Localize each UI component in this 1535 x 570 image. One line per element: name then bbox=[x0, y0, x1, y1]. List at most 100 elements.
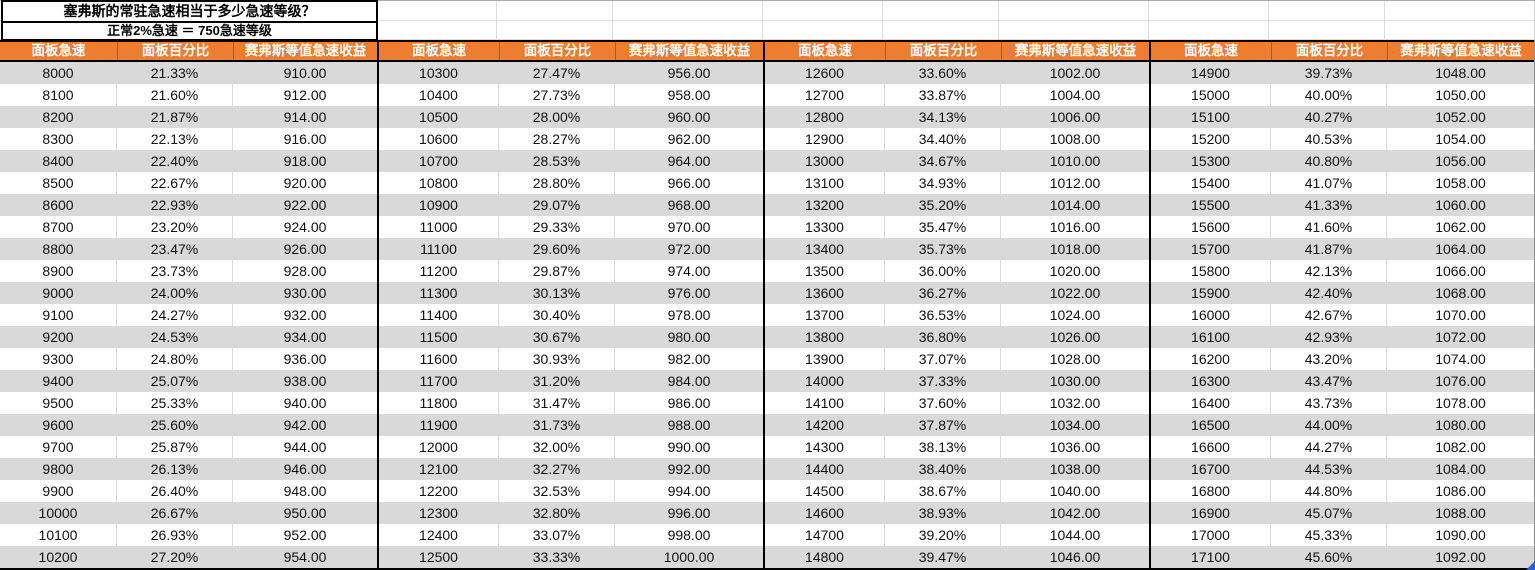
cell-panel-haste[interactable]: 16600 bbox=[1151, 436, 1271, 458]
cell-panel-percent[interactable]: 28.27% bbox=[499, 128, 615, 150]
sheet-cell[interactable] bbox=[377, 21, 497, 40]
cell-panel-percent[interactable]: 33.07% bbox=[499, 524, 615, 546]
cell-panel-percent[interactable]: 42.13% bbox=[1271, 260, 1387, 282]
cell-equivalent-gain[interactable]: 980.00 bbox=[615, 326, 763, 348]
cell-panel-haste[interactable]: 11200 bbox=[379, 260, 499, 282]
cell-panel-percent[interactable]: 39.20% bbox=[885, 524, 1001, 546]
cell-panel-percent[interactable]: 31.47% bbox=[499, 392, 615, 414]
cell-equivalent-gain[interactable]: 1034.00 bbox=[1001, 414, 1149, 436]
cell-panel-percent[interactable]: 23.73% bbox=[117, 260, 233, 282]
cell-panel-haste[interactable]: 10200 bbox=[0, 546, 117, 568]
cell-panel-percent[interactable]: 23.20% bbox=[117, 216, 233, 238]
cell-panel-percent[interactable]: 24.00% bbox=[117, 282, 233, 304]
cell-panel-haste[interactable]: 17000 bbox=[1151, 524, 1271, 546]
cell-equivalent-gain[interactable]: 1012.00 bbox=[1001, 172, 1149, 194]
cell-panel-haste[interactable]: 9700 bbox=[0, 436, 117, 458]
cell-equivalent-gain[interactable]: 1010.00 bbox=[1001, 150, 1149, 172]
cell-equivalent-gain[interactable]: 1030.00 bbox=[1001, 370, 1149, 392]
cell-panel-percent[interactable]: 45.60% bbox=[1271, 546, 1387, 568]
cell-equivalent-gain[interactable]: 936.00 bbox=[233, 348, 377, 370]
cell-panel-haste[interactable]: 15600 bbox=[1151, 216, 1271, 238]
cell-panel-percent[interactable]: 41.07% bbox=[1271, 172, 1387, 194]
cell-equivalent-gain[interactable]: 1046.00 bbox=[1001, 546, 1149, 568]
cell-panel-haste[interactable]: 13100 bbox=[765, 172, 885, 194]
cell-equivalent-gain[interactable]: 930.00 bbox=[233, 282, 377, 304]
cell-panel-haste[interactable]: 11000 bbox=[379, 216, 499, 238]
cell-panel-haste[interactable]: 15900 bbox=[1151, 282, 1271, 304]
cell-equivalent-gain[interactable]: 938.00 bbox=[233, 370, 377, 392]
cell-equivalent-gain[interactable]: 1068.00 bbox=[1387, 282, 1534, 304]
cell-equivalent-gain[interactable]: 1036.00 bbox=[1001, 436, 1149, 458]
cell-panel-haste[interactable]: 9400 bbox=[0, 370, 117, 392]
cell-equivalent-gain[interactable]: 1014.00 bbox=[1001, 194, 1149, 216]
cell-panel-percent[interactable]: 39.73% bbox=[1271, 62, 1387, 84]
cell-panel-percent[interactable]: 35.47% bbox=[885, 216, 1001, 238]
cell-equivalent-gain[interactable]: 916.00 bbox=[233, 128, 377, 150]
cell-panel-percent[interactable]: 24.53% bbox=[117, 326, 233, 348]
cell-panel-percent[interactable]: 45.33% bbox=[1271, 524, 1387, 546]
cell-panel-percent[interactable]: 44.53% bbox=[1271, 458, 1387, 480]
cell-panel-percent[interactable]: 45.07% bbox=[1271, 502, 1387, 524]
cell-panel-haste[interactable]: 15000 bbox=[1151, 84, 1271, 106]
cell-panel-percent[interactable]: 40.53% bbox=[1271, 128, 1387, 150]
cell-panel-percent[interactable]: 38.13% bbox=[885, 436, 1001, 458]
cell-panel-haste[interactable]: 13000 bbox=[765, 150, 885, 172]
sheet-cell[interactable] bbox=[377, 1, 497, 21]
cell-panel-percent[interactable]: 34.40% bbox=[885, 128, 1001, 150]
cell-panel-percent[interactable]: 21.60% bbox=[117, 84, 233, 106]
cell-panel-percent[interactable]: 44.27% bbox=[1271, 436, 1387, 458]
cell-equivalent-gain[interactable]: 996.00 bbox=[615, 502, 763, 524]
cell-panel-percent[interactable]: 25.60% bbox=[117, 414, 233, 436]
cell-panel-haste[interactable]: 10900 bbox=[379, 194, 499, 216]
cell-equivalent-gain[interactable]: 1072.00 bbox=[1387, 326, 1534, 348]
cell-equivalent-gain[interactable]: 1000.00 bbox=[615, 546, 763, 568]
cell-equivalent-gain[interactable]: 1022.00 bbox=[1001, 282, 1149, 304]
cell-equivalent-gain[interactable]: 1050.00 bbox=[1387, 84, 1534, 106]
cell-panel-haste[interactable]: 9900 bbox=[0, 480, 117, 502]
column-header[interactable]: 面板急速 bbox=[765, 42, 885, 60]
cell-panel-percent[interactable]: 26.13% bbox=[117, 458, 233, 480]
cell-panel-haste[interactable]: 12100 bbox=[379, 458, 499, 480]
cell-equivalent-gain[interactable]: 974.00 bbox=[615, 260, 763, 282]
cell-panel-haste[interactable]: 13600 bbox=[765, 282, 885, 304]
cell-panel-percent[interactable]: 27.73% bbox=[499, 84, 615, 106]
cell-panel-percent[interactable]: 34.93% bbox=[885, 172, 1001, 194]
cell-panel-haste[interactable]: 9800 bbox=[0, 458, 117, 480]
cell-panel-haste[interactable]: 13200 bbox=[765, 194, 885, 216]
sheet-cell[interactable] bbox=[613, 1, 763, 21]
cell-panel-haste[interactable]: 8800 bbox=[0, 238, 117, 260]
cell-panel-haste[interactable]: 9100 bbox=[0, 304, 117, 326]
cell-panel-haste[interactable]: 13500 bbox=[765, 260, 885, 282]
cell-panel-haste[interactable]: 11400 bbox=[379, 304, 499, 326]
cell-panel-haste[interactable]: 14700 bbox=[765, 524, 885, 546]
cell-panel-haste[interactable]: 11100 bbox=[379, 238, 499, 260]
cell-panel-percent[interactable]: 26.67% bbox=[117, 502, 233, 524]
cell-equivalent-gain[interactable]: 932.00 bbox=[233, 304, 377, 326]
cell-panel-haste[interactable]: 8600 bbox=[0, 194, 117, 216]
sheet-cell[interactable] bbox=[883, 21, 999, 40]
cell-panel-haste[interactable]: 16900 bbox=[1151, 502, 1271, 524]
cell-equivalent-gain[interactable]: 976.00 bbox=[615, 282, 763, 304]
cell-equivalent-gain[interactable]: 1088.00 bbox=[1387, 502, 1534, 524]
cell-panel-haste[interactable]: 10000 bbox=[0, 502, 117, 524]
cell-equivalent-gain[interactable]: 964.00 bbox=[615, 150, 763, 172]
cell-panel-haste[interactable]: 8100 bbox=[0, 84, 117, 106]
cell-panel-haste[interactable]: 12900 bbox=[765, 128, 885, 150]
cell-panel-percent[interactable]: 30.93% bbox=[499, 348, 615, 370]
cell-panel-percent[interactable]: 25.33% bbox=[117, 392, 233, 414]
cell-panel-percent[interactable]: 23.47% bbox=[117, 238, 233, 260]
sheet-cell[interactable] bbox=[763, 21, 883, 40]
cell-panel-haste[interactable]: 15700 bbox=[1151, 238, 1271, 260]
cell-equivalent-gain[interactable]: 998.00 bbox=[615, 524, 763, 546]
cell-panel-percent[interactable]: 28.53% bbox=[499, 150, 615, 172]
cell-panel-percent[interactable]: 28.00% bbox=[499, 106, 615, 128]
cell-equivalent-gain[interactable]: 1062.00 bbox=[1387, 216, 1534, 238]
cell-panel-haste[interactable]: 8900 bbox=[0, 260, 117, 282]
cell-panel-haste[interactable]: 11800 bbox=[379, 392, 499, 414]
cell-panel-percent[interactable]: 22.67% bbox=[117, 172, 233, 194]
cell-panel-percent[interactable]: 41.60% bbox=[1271, 216, 1387, 238]
cell-panel-percent[interactable]: 41.87% bbox=[1271, 238, 1387, 260]
cell-panel-haste[interactable]: 16300 bbox=[1151, 370, 1271, 392]
cell-panel-haste[interactable]: 14000 bbox=[765, 370, 885, 392]
cell-equivalent-gain[interactable]: 1054.00 bbox=[1387, 128, 1534, 150]
